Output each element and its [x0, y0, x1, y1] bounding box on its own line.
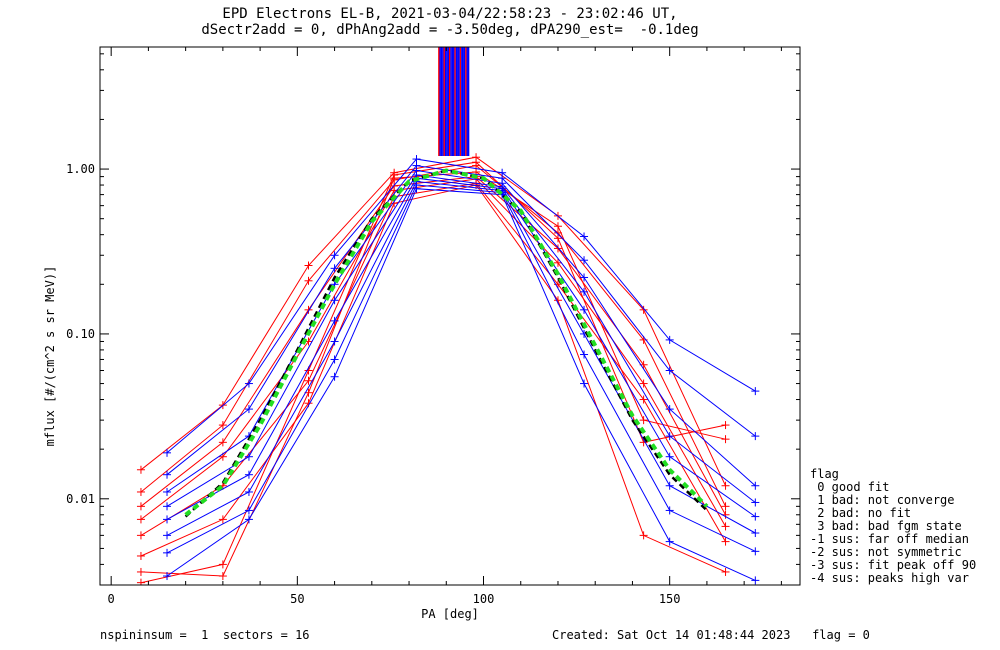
footer-created-info: Created: Sat Oct 14 01:48:44 2023 flag =… [552, 628, 870, 642]
plot-series-group [137, 47, 759, 587]
data-point-blue [331, 337, 339, 345]
data-point-blue [666, 506, 674, 514]
data-point-blue [163, 488, 171, 496]
data-point-blue [163, 531, 171, 539]
series-line-blue [167, 189, 755, 581]
data-layer [137, 47, 759, 587]
data-point-blue [751, 576, 759, 584]
series-line-red [141, 157, 726, 486]
x-tick-label: 50 [290, 592, 304, 606]
data-point-red [137, 515, 145, 523]
data-point-red [137, 568, 145, 576]
series-line-red [141, 183, 726, 541]
axes-layer: 0 50 100 150 0.01 0.10 1.00 PA [deg] mflux [#/(c… [43, 47, 800, 621]
data-point-red [640, 531, 648, 539]
data-point-blue [163, 515, 171, 523]
data-point-red [722, 421, 730, 429]
series-line-red [141, 172, 726, 576]
series-line-blue [167, 171, 755, 493]
series-line-red [141, 177, 726, 515]
data-point-red [219, 572, 227, 580]
data-point-blue [245, 453, 253, 461]
data-point-blue [666, 453, 674, 461]
data-point-blue [751, 547, 759, 555]
flag-legend-item: -4 sus: peaks high var [810, 572, 976, 585]
data-point-red [137, 466, 145, 474]
data-point-blue [331, 355, 339, 363]
y-axis-label: mflux [#/(cm^2 s sr MeV)] [43, 266, 57, 447]
data-point-red [722, 522, 730, 530]
data-point-red [722, 482, 730, 490]
data-point-blue [751, 387, 759, 395]
data-point-blue [666, 482, 674, 490]
data-point-blue [751, 432, 759, 440]
series-line-blue [167, 182, 755, 536]
x-tick-label: 100 [473, 592, 495, 606]
data-point-blue [163, 549, 171, 557]
data-point-blue [245, 515, 253, 523]
footer-sectors-info: nspininsum = 1 sectors = 16 [100, 628, 310, 642]
y-tick-label: 0.10 [66, 327, 95, 341]
data-point-blue [751, 529, 759, 537]
data-point-red [722, 435, 730, 443]
series-line-red [141, 185, 726, 572]
data-point-red [137, 531, 145, 539]
data-point-red [640, 380, 648, 388]
data-point-blue [331, 373, 339, 381]
x-tick-label: 0 [108, 592, 115, 606]
data-point-blue [751, 498, 759, 506]
flag-legend: flag 0 good fit 1 bad: not converge 2 ba… [810, 468, 976, 585]
data-point-red [137, 552, 145, 560]
data-point-red [722, 568, 730, 576]
data-point-blue [245, 471, 253, 479]
x-axis-label: PA [deg] [421, 607, 479, 621]
series-line-red [141, 166, 726, 507]
x-tick-label: 150 [659, 592, 681, 606]
data-point-blue [580, 351, 588, 359]
data-point-blue [751, 513, 759, 521]
y-tick-label: 1.00 [66, 162, 95, 176]
data-point-blue [163, 502, 171, 510]
data-point-red [554, 222, 562, 230]
series-line-blue [167, 178, 755, 519]
data-point-red [219, 560, 227, 568]
y-tick-label: 0.01 [66, 492, 95, 506]
data-point-blue [245, 488, 253, 496]
series-line-blue [167, 185, 755, 553]
data-point-blue [666, 538, 674, 546]
data-point-blue [331, 296, 339, 304]
data-point-blue [666, 367, 674, 375]
